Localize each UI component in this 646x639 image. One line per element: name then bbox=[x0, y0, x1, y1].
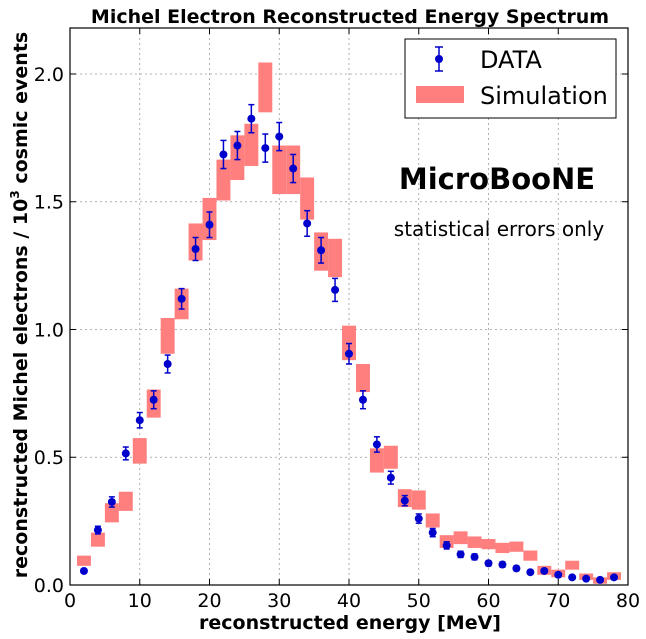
simulation-bin bbox=[104, 503, 119, 523]
simulation-bin bbox=[369, 448, 384, 473]
data-point bbox=[331, 285, 340, 294]
data-point bbox=[261, 144, 270, 153]
data-point bbox=[358, 395, 367, 404]
data-point bbox=[289, 164, 298, 173]
simulation-bin bbox=[258, 62, 273, 113]
legend-simulation-swatch bbox=[416, 86, 464, 103]
errors-note: statistical errors only bbox=[394, 217, 605, 241]
x-tick-label: 20 bbox=[197, 590, 221, 612]
chart-title: Michel Electron Reconstructed Energy Spe… bbox=[91, 6, 609, 28]
y-tick-label: 0.5 bbox=[34, 447, 64, 469]
simulation-bin bbox=[118, 491, 133, 511]
data-point bbox=[107, 497, 116, 506]
y-axis-label-exponent: 3 bbox=[8, 190, 22, 198]
x-tick-label: 30 bbox=[267, 590, 291, 612]
plot-area bbox=[69, 28, 629, 586]
data-point bbox=[233, 141, 242, 150]
y-tick-label: 1.0 bbox=[34, 319, 64, 341]
data-point bbox=[554, 570, 563, 579]
data-point bbox=[177, 294, 186, 303]
legend-box bbox=[404, 38, 617, 119]
data-point bbox=[135, 416, 144, 425]
data-point bbox=[470, 552, 479, 561]
data-point bbox=[568, 573, 577, 582]
simulation-bin bbox=[509, 541, 524, 552]
simulation-bin bbox=[216, 159, 231, 201]
axis-ticks: 0 10 20 30 40 50 60 70 80 0.0 0.5 1.0 1.5 2.0 bbox=[34, 28, 640, 612]
y-tick-label: 0.0 bbox=[34, 575, 64, 597]
data-point bbox=[121, 449, 130, 458]
y-axis-label-suffix: cosmic events bbox=[10, 32, 32, 191]
simulation-bin bbox=[132, 438, 147, 464]
x-tick-label: 10 bbox=[128, 590, 152, 612]
y-tick-label: 2.0 bbox=[34, 64, 64, 86]
data-point bbox=[400, 496, 409, 505]
simulation-bin bbox=[90, 532, 105, 547]
y-axis-label-base: 10 bbox=[10, 199, 32, 225]
x-tick-label: 70 bbox=[546, 590, 570, 612]
data-point bbox=[386, 473, 395, 482]
x-tick-label: 0 bbox=[64, 590, 76, 612]
data-point bbox=[191, 245, 200, 254]
data-point bbox=[484, 559, 493, 568]
data-point bbox=[219, 150, 228, 159]
legend-data-label: DATA bbox=[480, 46, 542, 74]
y-axis-label: reconstructed Michel electrons / 103 cos… bbox=[8, 32, 32, 578]
data-point bbox=[414, 514, 423, 523]
data-point bbox=[582, 574, 591, 583]
data-point bbox=[275, 132, 284, 141]
simulation-series bbox=[76, 62, 622, 584]
data-point bbox=[79, 566, 88, 575]
data-point bbox=[610, 573, 619, 582]
data-point bbox=[596, 575, 605, 584]
x-axis-label: reconstructed energy [MeV] bbox=[199, 612, 501, 634]
x-tick-label: 80 bbox=[616, 590, 640, 612]
data-point bbox=[372, 440, 381, 449]
data-point bbox=[317, 246, 326, 255]
data-point bbox=[512, 564, 521, 573]
simulation-bin bbox=[481, 539, 496, 550]
data-point bbox=[526, 568, 535, 577]
legend-data-marker bbox=[435, 55, 443, 63]
data-point bbox=[93, 526, 102, 535]
data-point bbox=[498, 560, 507, 569]
simulation-bin bbox=[300, 177, 315, 220]
experiment-label: MicroBooNE bbox=[399, 162, 595, 196]
simulation-bin bbox=[244, 123, 259, 166]
simulation-bin bbox=[523, 550, 538, 561]
simulation-bin bbox=[272, 145, 287, 195]
simulation-bin bbox=[383, 445, 398, 469]
data-point bbox=[205, 220, 214, 229]
y-tick-label: 1.5 bbox=[34, 192, 64, 214]
data-point bbox=[345, 349, 353, 358]
data-point bbox=[149, 395, 158, 404]
simulation-bin bbox=[495, 542, 510, 554]
data-point bbox=[303, 219, 312, 228]
x-tick-label: 40 bbox=[337, 590, 361, 612]
data-point bbox=[442, 541, 451, 550]
data-point bbox=[163, 359, 172, 368]
data-point bbox=[247, 114, 256, 123]
simulation-bin bbox=[411, 490, 426, 510]
x-tick-label: 50 bbox=[407, 590, 431, 612]
simulation-bin bbox=[425, 513, 440, 528]
legend-simulation-label: Simulation bbox=[480, 82, 608, 110]
simulation-bin bbox=[467, 536, 482, 548]
data-point bbox=[456, 550, 465, 559]
data-series bbox=[79, 103, 619, 584]
simulation-bin bbox=[76, 555, 91, 566]
y-axis-label-prefix: reconstructed Michel electrons / bbox=[10, 225, 32, 578]
simulation-bin bbox=[355, 363, 370, 393]
simulation-bin bbox=[565, 560, 580, 570]
legend: DATA Simulation bbox=[404, 38, 617, 119]
data-point bbox=[540, 566, 549, 575]
simulation-bin bbox=[453, 531, 468, 545]
data-point bbox=[428, 528, 437, 537]
simulation-bin bbox=[160, 317, 175, 354]
simulation-bin bbox=[328, 238, 343, 278]
x-tick-label: 60 bbox=[476, 590, 500, 612]
